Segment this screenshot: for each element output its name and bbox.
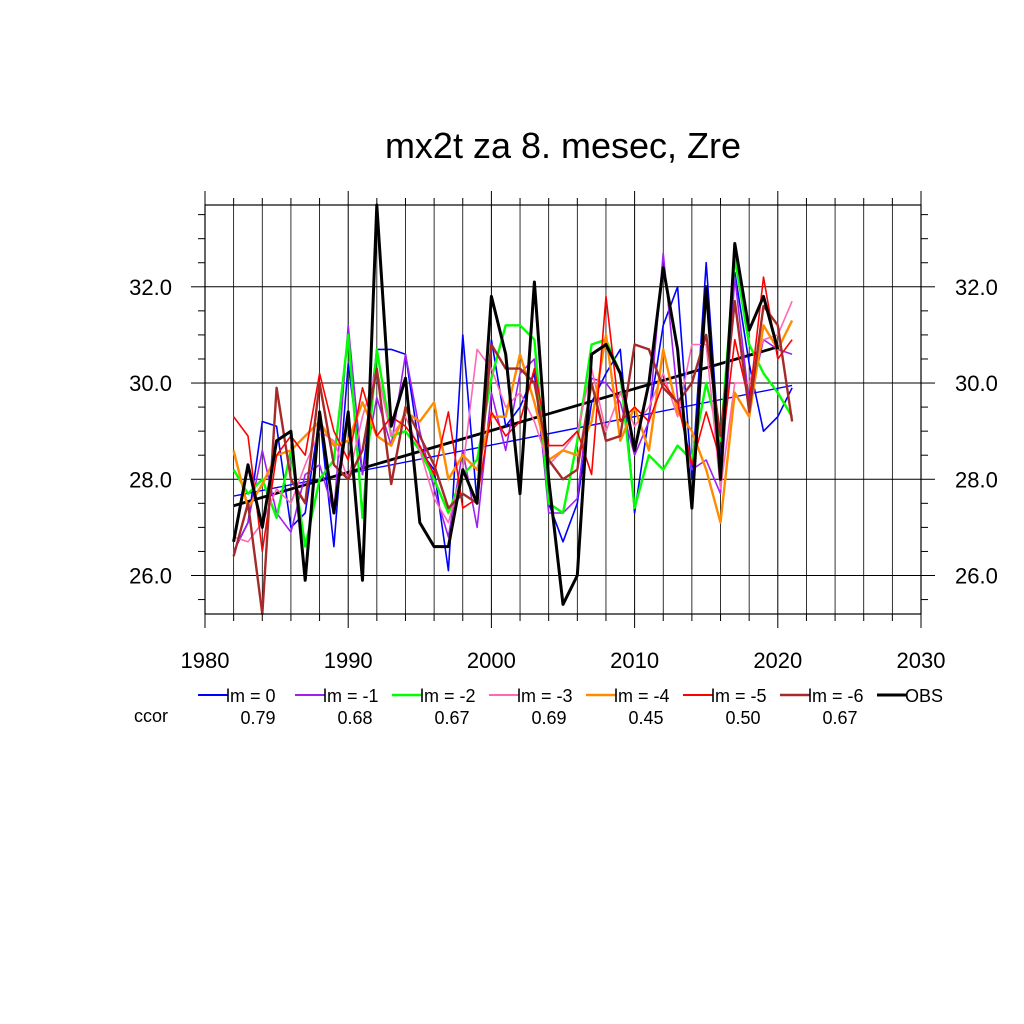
series-line <box>233 300 793 543</box>
series-lines <box>232 203 794 616</box>
legend-label: lm = -2 <box>420 686 476 706</box>
ccor-value: 0.67 <box>434 708 469 728</box>
x-tick-label: 2000 <box>467 648 516 673</box>
y-tick-label-right: 26.0 <box>955 564 998 589</box>
y-tick-label: 28.0 <box>129 467 172 492</box>
x-tick-label: 2020 <box>753 648 802 673</box>
plot-frame <box>204 204 922 615</box>
legend: lm = 0 lm = -1 lm = -2 lm = -3 lm = -4 lm = -… <box>134 686 943 728</box>
ccor-value: 0.67 <box>822 708 857 728</box>
legend-label: OBS <box>905 686 943 706</box>
y-tick-label: 32.0 <box>129 275 172 300</box>
series-line <box>232 319 794 524</box>
x-tick-label: 2030 <box>897 648 946 673</box>
plot-border <box>204 204 922 615</box>
x-tick-label: 1990 <box>324 648 373 673</box>
legend-label: lm = 0 <box>226 686 276 706</box>
ccor-value: 0.79 <box>240 708 275 728</box>
legend-label: lm = -4 <box>614 686 670 706</box>
ccor-value: 0.68 <box>337 708 372 728</box>
y-tick-label: 26.0 <box>129 564 172 589</box>
legend-label: lm = -1 <box>323 686 379 706</box>
series-line <box>232 203 780 606</box>
legend-label: lm = -6 <box>808 686 864 706</box>
y-tick-label-right: 30.0 <box>955 371 998 396</box>
grid <box>205 205 921 614</box>
ccor-value: 0.45 <box>628 708 663 728</box>
ccor-value: 0.69 <box>531 708 566 728</box>
x-tick-label: 1980 <box>181 648 230 673</box>
ccor-value: 0.50 <box>725 708 760 728</box>
legend-label: lm = -5 <box>711 686 767 706</box>
ccor-label: ccor <box>134 706 168 726</box>
y-tick-label: 30.0 <box>129 371 172 396</box>
x-tick-label: 2010 <box>610 648 659 673</box>
y-tick-label-right: 28.0 <box>955 467 998 492</box>
legend-label: lm = -3 <box>517 686 573 706</box>
axis-ticks: 1980 1990 2000 2010 2020 2030 26.0 26.0 28.0 28.0… <box>129 191 998 673</box>
series-line <box>232 300 794 616</box>
chart-title: mx2t za 8. mesec, Zre <box>385 125 741 166</box>
y-tick-label-right: 32.0 <box>955 275 998 300</box>
